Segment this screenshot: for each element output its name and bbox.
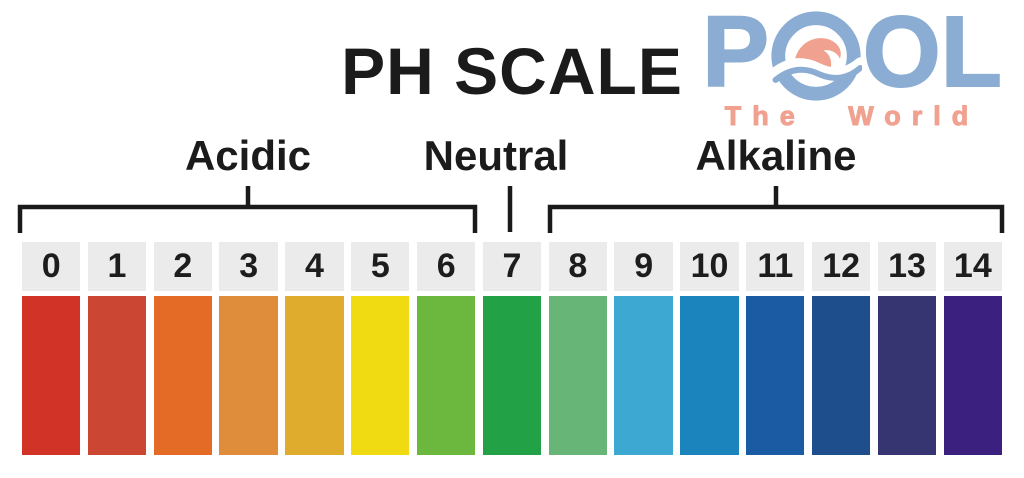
ph-value-label: 2 bbox=[153, 242, 212, 291]
ph-column-12: 12 bbox=[811, 242, 871, 455]
ph-color-bar bbox=[482, 296, 542, 455]
wave-icon bbox=[769, 11, 862, 101]
ph-color-bar bbox=[219, 296, 278, 455]
ph-value-label: 1 bbox=[87, 242, 147, 291]
ph-scale: 0 1 2 3 4 5 6 7 8 9 10 11 12 13 14 bbox=[22, 242, 1002, 455]
ph-color-bar bbox=[22, 296, 81, 455]
ph-value-label: 7 bbox=[482, 242, 542, 291]
logo-subtitle: The World bbox=[724, 101, 980, 132]
ph-value-label: 5 bbox=[351, 242, 410, 291]
ph-value-label: 3 bbox=[219, 242, 278, 291]
ph-column-8: 8 bbox=[548, 242, 607, 455]
ph-color-bar bbox=[87, 296, 147, 455]
ph-column-5: 5 bbox=[351, 242, 410, 455]
ph-value-label: 12 bbox=[811, 242, 871, 291]
pool-logo: P OL The World bbox=[694, 0, 1010, 132]
ph-value-label: 0 bbox=[22, 242, 81, 291]
label-alkaline: Alkaline bbox=[695, 132, 857, 179]
ph-color-bar bbox=[746, 296, 805, 455]
ph-column-14: 14 bbox=[943, 242, 1002, 455]
ph-color-bar bbox=[351, 296, 410, 455]
alkaline-bracket bbox=[547, 204, 1005, 233]
ph-color-bar bbox=[416, 296, 476, 455]
label-acidic: Acidic bbox=[184, 132, 312, 179]
ph-value-label: 13 bbox=[877, 242, 937, 291]
logo-letter-p: P bbox=[701, 0, 770, 108]
ph-column-2: 2 bbox=[153, 242, 212, 455]
ph-column-6: 6 bbox=[416, 242, 476, 455]
ph-value-label: 6 bbox=[416, 242, 476, 291]
ph-value-label: 14 bbox=[943, 242, 1002, 291]
ph-color-bar bbox=[548, 296, 607, 455]
ph-value-label: 10 bbox=[680, 242, 739, 291]
ph-color-bar bbox=[811, 296, 871, 455]
ph-value-label: 11 bbox=[746, 242, 805, 291]
ph-color-bar bbox=[943, 296, 1002, 455]
ph-column-4: 4 bbox=[285, 242, 344, 455]
acidic-bracket bbox=[17, 204, 478, 233]
ph-column-3: 3 bbox=[219, 242, 278, 455]
ph-color-bar bbox=[680, 296, 739, 455]
ph-value-label: 9 bbox=[614, 242, 673, 291]
ph-color-bar bbox=[153, 296, 212, 455]
ph-color-bar bbox=[614, 296, 673, 455]
logo-letters-ol: OL bbox=[862, 0, 1003, 108]
ph-column-0: 0 bbox=[22, 242, 81, 455]
ph-value-label: 4 bbox=[285, 242, 344, 291]
page-title: PH SCALE bbox=[341, 34, 683, 108]
ph-color-bar bbox=[877, 296, 937, 455]
label-neutral: Neutral bbox=[423, 132, 569, 179]
ph-column-10: 10 bbox=[680, 242, 739, 455]
ph-value-label: 8 bbox=[548, 242, 607, 291]
ph-column-13: 13 bbox=[877, 242, 937, 455]
ph-column-11: 11 bbox=[746, 242, 805, 455]
ph-column-9: 9 bbox=[614, 242, 673, 455]
pool-wordmark: P OL bbox=[694, 0, 1010, 108]
ph-column-7: 7 bbox=[482, 242, 542, 455]
ph-color-bar bbox=[285, 296, 344, 455]
ph-column-1: 1 bbox=[87, 242, 147, 455]
